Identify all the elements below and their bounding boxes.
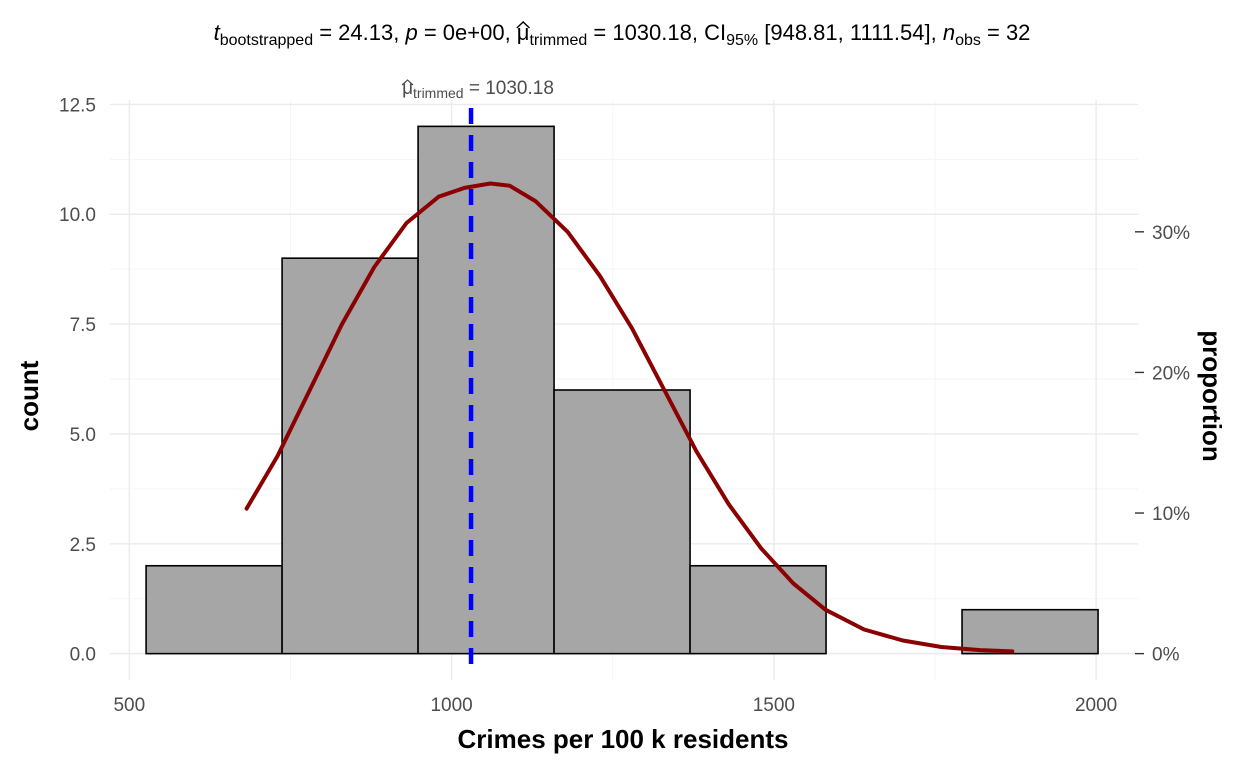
y-right-tick-label: 30% — [1152, 223, 1190, 244]
t-value: = 24.13, — [313, 20, 405, 45]
y-tick-label: 12.5 — [59, 95, 96, 116]
x-axis-title: Crimes per 100 k residents — [458, 724, 789, 754]
density-curve — [244, 181, 1015, 654]
ci-value: [948.81, 1111.54], — [758, 20, 943, 45]
histogram-bar — [145, 564, 283, 655]
subtitle-hat — [516, 21, 530, 29]
y-tick-label: 0.0 — [70, 645, 96, 666]
x-tick-label: 1000 — [430, 695, 472, 716]
x-tick-label: 500 — [113, 695, 145, 716]
t-subscript: bootstrapped — [220, 32, 313, 49]
x-tick-label: 1500 — [753, 695, 795, 716]
histogram-bar — [281, 257, 419, 655]
y-right-tick-label: 0% — [1152, 645, 1180, 666]
histogram-bar — [689, 564, 827, 655]
y-right-tick-label: 10% — [1152, 504, 1190, 525]
mu-subscript: trimmed — [529, 32, 587, 49]
y-right-axis-title: proportion — [1197, 330, 1227, 461]
histogram-bar — [417, 125, 555, 655]
p-symbol: p — [404, 20, 417, 45]
n-value: = 32 — [981, 20, 1031, 45]
x-tick-label: 2000 — [1075, 695, 1117, 716]
chart-subtitle: tbootstrapped = 24.13, p = 0e+00, μtrimm… — [214, 20, 1031, 49]
n-subscript: obs — [955, 32, 981, 49]
mean-label-hat — [401, 79, 414, 86]
mean-label-mu: μ — [402, 78, 413, 99]
t-symbol: t — [214, 20, 221, 45]
histogram-bar — [961, 608, 1099, 655]
n-symbol: n — [943, 20, 955, 45]
mean-line-label: μtrimmed = 1030.18 — [402, 78, 554, 101]
y-axis-title: count — [14, 360, 44, 431]
axis-ticks: 500 1000 1500 2000 0.0 2.5 5.0 7.5 10.0 12.5 0% 10%… — [59, 95, 1190, 716]
y-tick-label: 2.5 — [70, 535, 96, 556]
y-tick-label: 5.0 — [70, 425, 96, 446]
density-curve-group — [244, 181, 1015, 654]
histogram-bars — [145, 125, 1099, 655]
y-tick-label: 10.0 — [59, 205, 96, 226]
p-value: = 0e+00, — [418, 20, 517, 45]
histogram-bar — [553, 389, 691, 655]
mean-label-value: = 1030.18 — [464, 78, 554, 99]
y-right-tick-label: 20% — [1152, 363, 1190, 384]
mean-label-subscript: trimmed — [413, 85, 464, 101]
y-tick-label: 7.5 — [70, 315, 96, 336]
mu-value-ci: = 1030.18, CI — [587, 20, 726, 45]
mu-symbol: μ — [517, 20, 530, 45]
ci-subscript: 95% — [726, 32, 758, 49]
